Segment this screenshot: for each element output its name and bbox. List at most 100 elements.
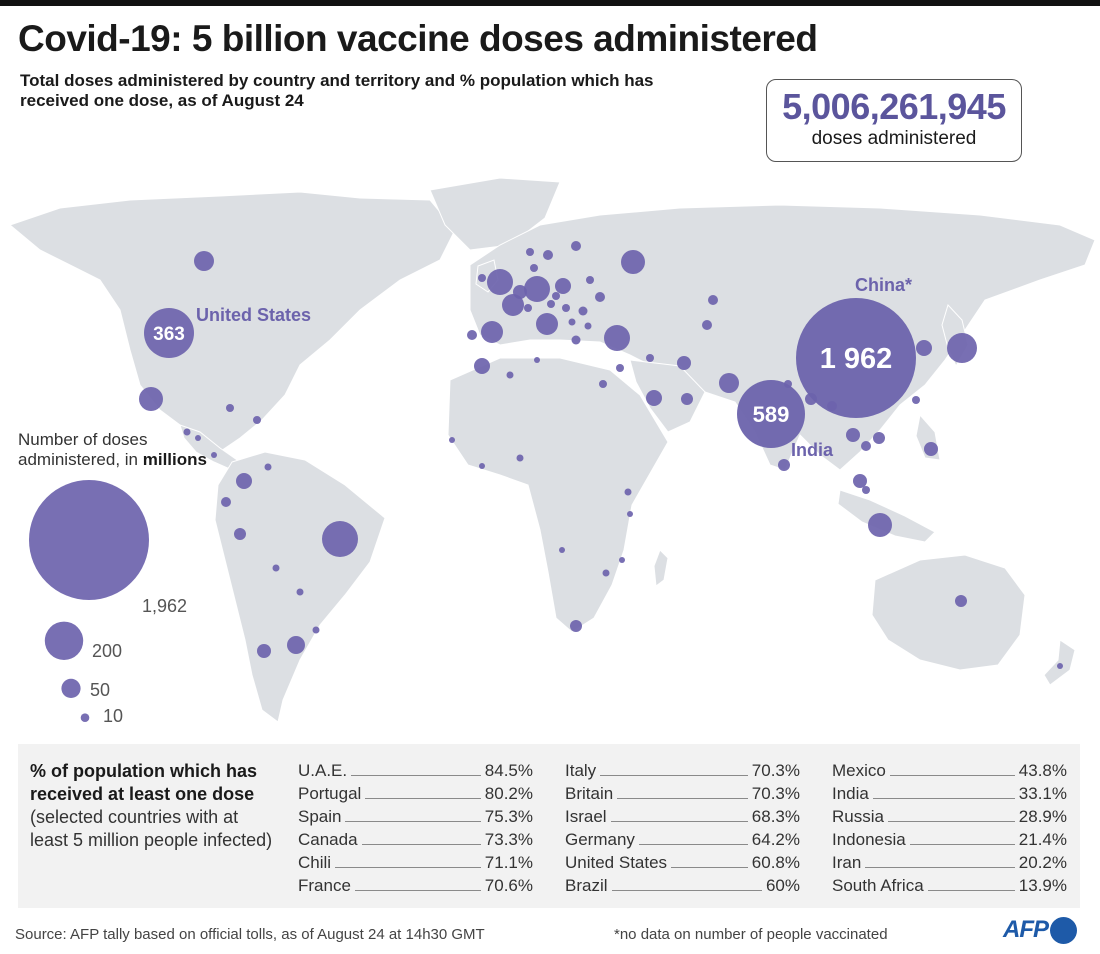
afp-logo-dot xyxy=(1050,916,1077,944)
bubble-argentina xyxy=(287,636,305,654)
bubble-chile xyxy=(257,644,271,658)
table-percentage: 60% xyxy=(765,876,800,895)
table-subtitle: (selected countries with at least 5 mill… xyxy=(30,807,273,850)
legend-title: Number of doses administered, in million… xyxy=(18,430,208,470)
table-title: % of population which has received at le… xyxy=(30,761,257,804)
africa xyxy=(447,357,669,633)
bubble-russia xyxy=(621,250,645,274)
bubble-zimbabwe xyxy=(602,569,610,577)
table-country: Germany xyxy=(565,830,635,849)
bubble-bulgaria xyxy=(584,322,592,330)
table-row: Portugal 80.2% xyxy=(298,781,533,804)
table-leader-line xyxy=(889,775,1015,776)
bubble-iraq xyxy=(646,354,654,362)
bubble-austria xyxy=(547,300,555,308)
table-country: Israel xyxy=(565,807,607,826)
bubble-mozambique xyxy=(619,557,625,563)
table-country: Iran xyxy=(832,853,862,872)
bubble-poland xyxy=(555,278,571,294)
table-row: Germany 64.2% xyxy=(565,827,800,850)
table-row: Brazil 60% xyxy=(565,873,800,896)
bubble-norway xyxy=(526,248,534,256)
bubble-britain xyxy=(487,269,513,295)
table-percentage: 73.3% xyxy=(484,830,533,849)
bubble-china xyxy=(796,298,916,418)
table-country: Indonesia xyxy=(832,830,906,849)
table-leader-line xyxy=(617,798,748,799)
label-china: China* xyxy=(855,275,912,295)
table-percentage: 13.9% xyxy=(1018,876,1067,895)
page-title: Covid-19: 5 billion vaccine doses admini… xyxy=(18,18,818,59)
table-percentage: 71.1% xyxy=(484,853,533,872)
table-percentage: 28.9% xyxy=(1018,807,1067,826)
table-percentage: 70.3% xyxy=(751,761,800,780)
table-row: Iran 20.2% xyxy=(832,850,1067,873)
bubble-south-africa xyxy=(570,620,582,632)
table-percentage: 33.1% xyxy=(1018,784,1067,803)
table-row: France 70.6% xyxy=(298,873,533,896)
table-percentage: 80.2% xyxy=(484,784,533,803)
bubble-mexico xyxy=(139,387,163,411)
bubble-india xyxy=(737,380,805,448)
total-doses-value: 5,006,261,945 xyxy=(782,86,1006,127)
country-bubbles xyxy=(139,241,1063,669)
bubble-malaysia xyxy=(853,474,867,488)
bubble-singapore xyxy=(862,486,870,494)
value-india: 589 xyxy=(753,402,790,427)
source-note: Source: AFP tally based on official toll… xyxy=(15,926,485,943)
bubble-venezuela xyxy=(264,463,272,471)
footnote: *no data on number of people vaccinated xyxy=(614,926,888,943)
legend-title-prefix: Number of doses administered, in xyxy=(18,430,148,469)
table-leader-line xyxy=(610,821,748,822)
bubble-paraguay xyxy=(296,588,304,596)
table-leader-line xyxy=(887,821,1015,822)
bubble-australia xyxy=(955,595,967,607)
table-country: Canada xyxy=(298,830,358,849)
table-country: France xyxy=(298,876,351,895)
bubble-israel xyxy=(616,364,624,372)
bubble-philippines xyxy=(924,442,938,456)
value-united-states: 363 xyxy=(153,324,185,345)
bubble-egypt xyxy=(599,380,607,388)
legend-title-bold: millions xyxy=(142,450,207,469)
north-america xyxy=(8,191,456,456)
table-leader-line xyxy=(611,890,762,891)
bubble-panama xyxy=(211,452,217,458)
bubble-iran xyxy=(677,356,691,370)
bubble-ecuador xyxy=(221,497,231,507)
table-country: Chili xyxy=(298,853,332,872)
bubble-cambodia xyxy=(861,441,871,451)
bubble-colombia xyxy=(236,473,252,489)
bubble-saudi-arabia xyxy=(646,390,662,406)
label-india: India xyxy=(791,440,834,460)
bubble-turkey xyxy=(604,325,630,351)
bubble-bolivia xyxy=(272,564,280,572)
bubble-sweden xyxy=(543,250,553,260)
table-percentage: 60.8% xyxy=(751,853,800,872)
page-subtitle: Total doses administered by country and … xyxy=(20,71,654,110)
legend-circle-1962 xyxy=(29,480,149,600)
table-percentage: 75.3% xyxy=(484,807,533,826)
legend-circle-10 xyxy=(80,713,90,722)
table-country: Mexico xyxy=(832,761,886,780)
table-row: Israel 68.3% xyxy=(565,804,800,827)
table-leader-line xyxy=(872,798,1015,799)
arabia xyxy=(629,359,706,433)
table-country: Russia xyxy=(832,807,884,826)
bubble-algeria xyxy=(506,371,514,379)
bubble-ethiopia xyxy=(624,488,632,496)
bubble-serbia xyxy=(568,318,576,326)
table-leader-line xyxy=(335,867,481,868)
bubble-ukraine xyxy=(595,292,605,302)
bubble-belarus xyxy=(586,276,594,284)
bubble-indonesia xyxy=(868,513,892,537)
table-country: United States xyxy=(565,853,668,872)
bubble-czechia xyxy=(552,292,560,300)
table-leader-line xyxy=(927,890,1015,891)
bubble-morocco xyxy=(474,358,490,374)
bubble-peru xyxy=(234,528,246,540)
table-row: Spain 75.3% xyxy=(298,804,533,827)
bubble-greece xyxy=(571,335,581,345)
total-doses-box: 5,006,261,945 doses administered xyxy=(766,79,1022,162)
table-row: South Africa 13.9% xyxy=(832,873,1067,896)
